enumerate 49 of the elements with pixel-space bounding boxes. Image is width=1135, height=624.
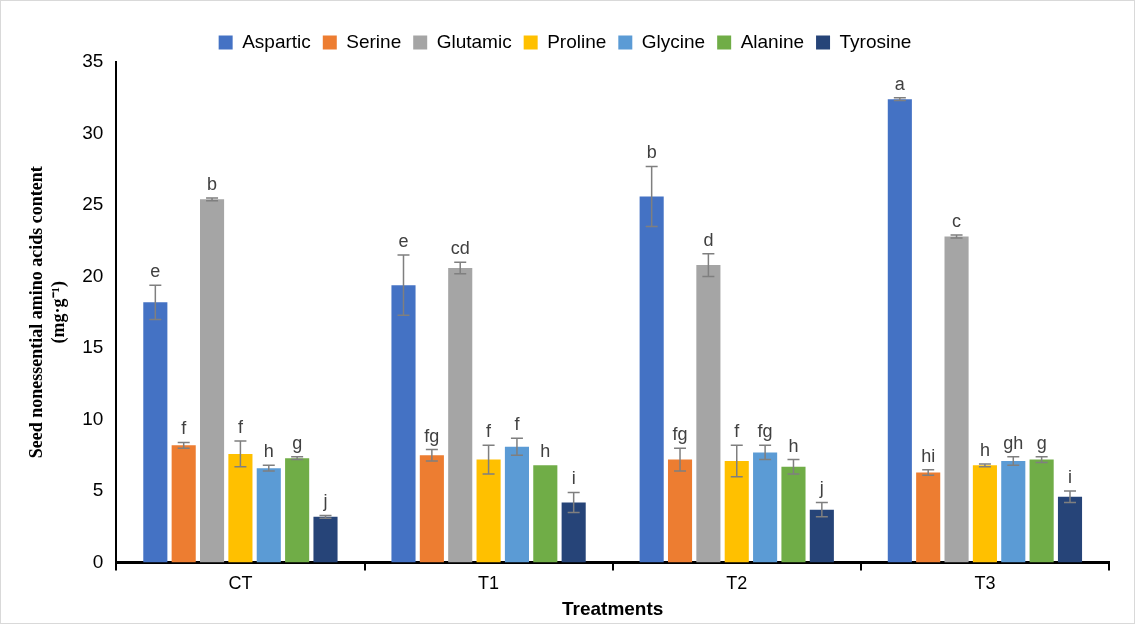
legend-label: Alanine bbox=[740, 30, 805, 52]
data-label: f bbox=[237, 416, 244, 437]
data-label: b bbox=[207, 173, 218, 194]
data-label: cd bbox=[450, 238, 470, 259]
y-tick-label: 35 bbox=[82, 50, 104, 72]
legend-label: Glycine bbox=[641, 30, 706, 52]
data-label: c bbox=[952, 211, 962, 232]
data-label: f bbox=[486, 421, 493, 442]
x-tick-label: CT bbox=[228, 573, 253, 594]
data-label: fg bbox=[757, 421, 773, 442]
legend-label: Glutamic bbox=[436, 30, 512, 52]
data-label: g bbox=[292, 432, 303, 453]
data-label: gh bbox=[1003, 432, 1024, 453]
data-label: h bbox=[788, 435, 799, 456]
y-tick-label: 10 bbox=[82, 407, 104, 429]
y-tick-label: 25 bbox=[82, 193, 104, 215]
data-label: j bbox=[818, 478, 824, 499]
data-label: e bbox=[398, 231, 409, 252]
x-axis-title: Treatments bbox=[561, 597, 664, 619]
legend-label: Aspartic bbox=[242, 30, 311, 52]
x-tick-label: T1 bbox=[478, 573, 500, 594]
data-label: f bbox=[181, 418, 188, 439]
data-label: hi bbox=[921, 445, 936, 466]
data-label: a bbox=[894, 73, 906, 94]
data-label: f bbox=[514, 414, 521, 435]
data-label: fg bbox=[424, 425, 440, 446]
data-label: j bbox=[322, 491, 328, 512]
y-tick-label: 0 bbox=[92, 550, 104, 572]
data-label: h bbox=[263, 441, 274, 462]
data-label: h bbox=[979, 439, 990, 460]
data-label: f bbox=[734, 421, 741, 442]
data-label: g bbox=[1036, 432, 1047, 453]
y-tick-label: 5 bbox=[92, 479, 104, 501]
data-label: i bbox=[1068, 467, 1072, 488]
data-label: d bbox=[703, 229, 714, 250]
y-axis-title: Seed nonessential amino acids content (mg·g⁻¹) bbox=[26, 166, 70, 459]
x-tick-label: T3 bbox=[974, 573, 996, 594]
data-label: h bbox=[540, 441, 551, 462]
data-label: b bbox=[646, 142, 657, 163]
data-label: fg bbox=[672, 424, 688, 445]
legend-label: Tyrosine bbox=[839, 30, 912, 52]
y-tick-label: 30 bbox=[82, 121, 104, 143]
legend-label: Serine bbox=[346, 30, 402, 52]
x-tick-label: T2 bbox=[726, 573, 748, 594]
y-tick-label: 20 bbox=[82, 264, 104, 286]
data-label: e bbox=[150, 261, 161, 282]
legend-label: Proline bbox=[547, 30, 607, 52]
data-label: i bbox=[571, 468, 576, 489]
y-tick-label: 15 bbox=[82, 336, 104, 358]
